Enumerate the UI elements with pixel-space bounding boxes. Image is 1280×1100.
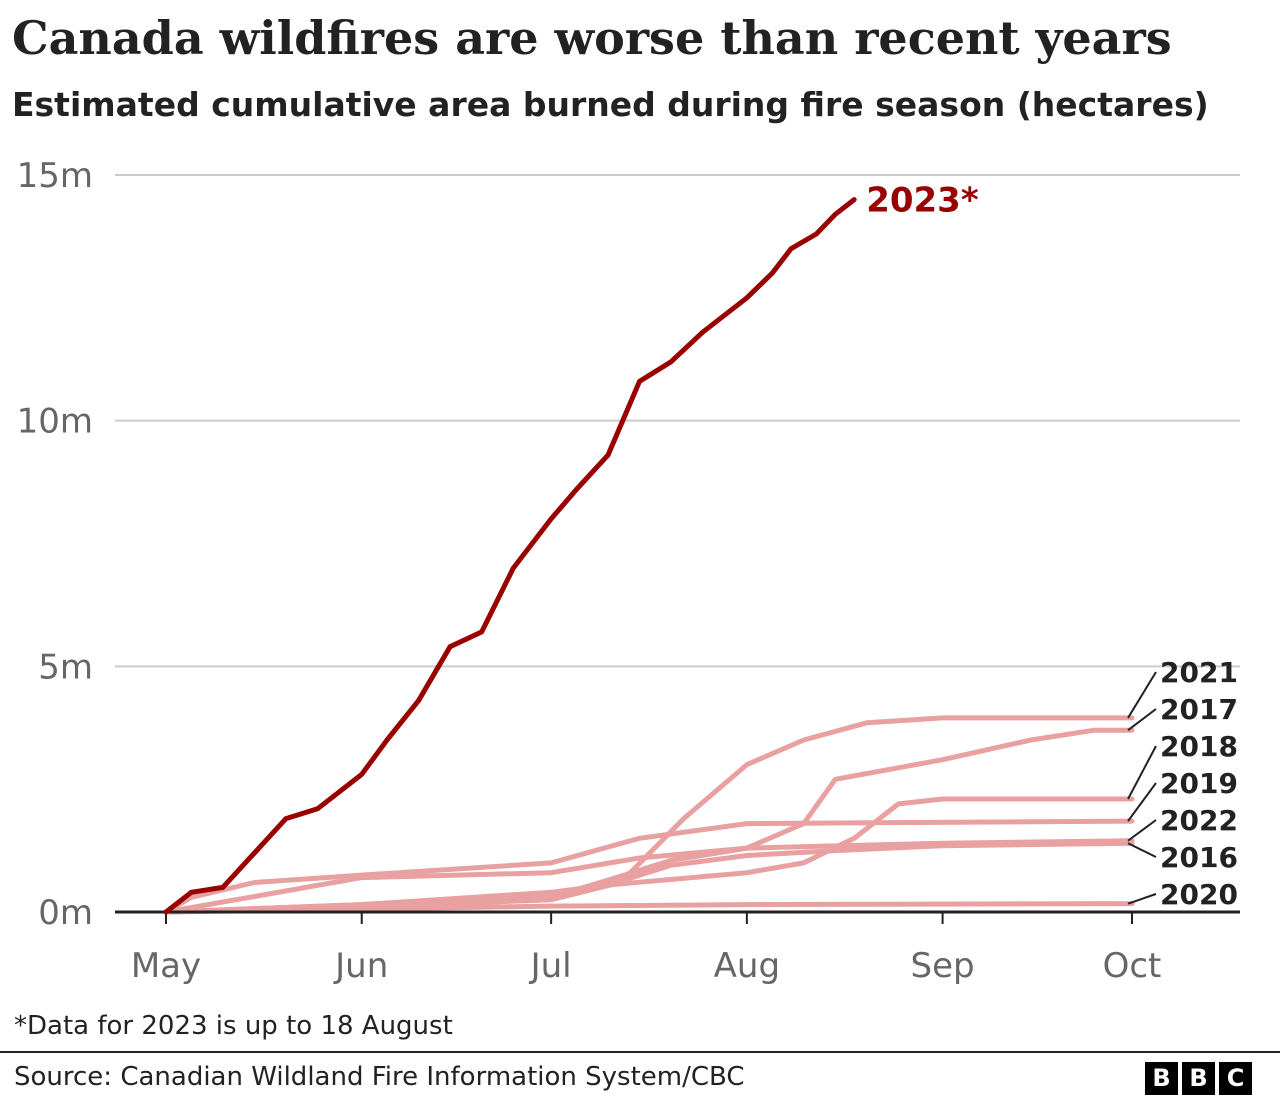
series-line-2022 [163,838,1135,915]
series-line-2018 [163,796,1135,915]
footer-divider [0,1051,1280,1053]
source-note: Source: Canadian Wildland Fire Informati… [14,1062,745,1092]
y-tick-label: 5m [38,647,93,687]
y-tick-label: 10m [17,402,93,442]
footnote: *Data for 2023 is up to 18 August [14,1011,453,1041]
bbc-logo-letter: B [1145,1062,1178,1095]
chart-subtitle: Estimated cumulative area burned during … [12,85,1209,124]
series-end-label: 2022 [1160,804,1238,837]
y-tick-label: 15m [17,156,93,196]
leader-line [1127,708,1157,732]
y-tick-label: 0m [38,893,93,933]
x-tick-label: Oct [1103,946,1162,986]
x-tick-label: Jul [529,946,572,986]
x-tick-label: May [131,946,201,986]
series-end-label: 2019 [1160,767,1238,800]
bbc-logo-letter: B [1182,1062,1215,1095]
series-line-2021 [163,715,1135,915]
series-line-2019 [163,818,1135,915]
leader-line [1127,842,1157,858]
series-end-label: 2020 [1160,878,1238,911]
series-label-highlight: 2023* [866,181,979,221]
series-end-label: 2018 [1160,730,1238,763]
series-end-label: 2021 [1160,656,1238,689]
series-end-label: 2016 [1160,841,1238,874]
x-tick-label: Aug [714,946,780,986]
series-end-label: 2017 [1160,693,1238,726]
leader-line [1127,745,1157,800]
bbc-logo: B B C [1145,1062,1252,1095]
bbc-logo-letter: C [1219,1062,1252,1095]
series-line-highlight [163,197,857,915]
leader-line [1127,893,1157,905]
x-tick-label: Sep [911,946,975,986]
chart-title: Canada wildfires are worse than recent y… [12,11,1172,65]
leader-line [1127,819,1157,842]
leader-line [1127,782,1157,822]
leader-line [1127,671,1157,719]
line-chart: 0m 5m 10m 15m May Jun Jul Aug Sep Oct 2023* 2021 201… [17,156,1240,986]
x-tick-label: Jun [333,946,388,986]
